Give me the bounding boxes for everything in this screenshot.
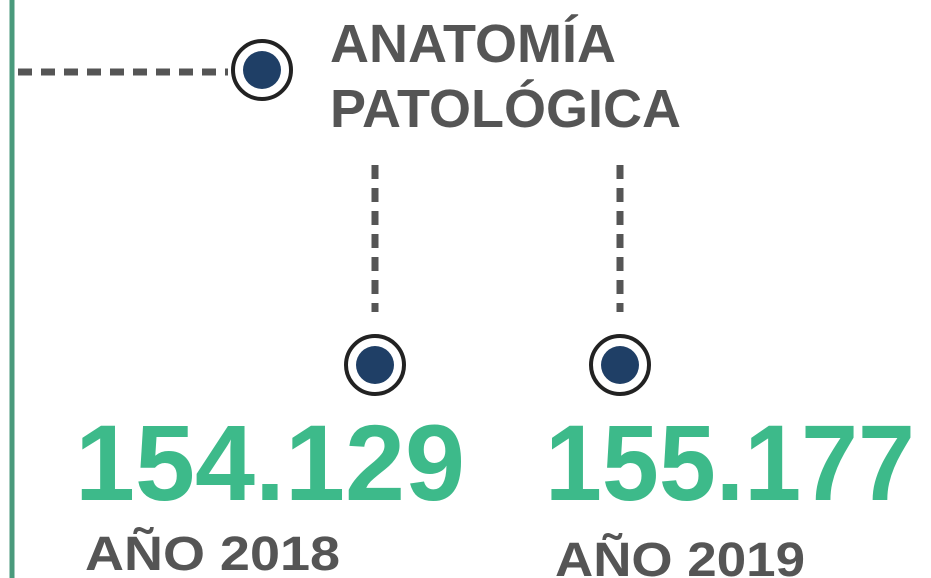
stat-label: AÑO 2018 bbox=[85, 526, 340, 578]
stat-value: 154.129 bbox=[75, 402, 465, 523]
stat-value: 155.177 bbox=[545, 402, 915, 523]
node bbox=[344, 334, 406, 396]
node bbox=[589, 334, 651, 396]
node bbox=[231, 39, 293, 101]
stat-label: AÑO 2019 bbox=[555, 532, 805, 578]
title-line: ANATOMÍA bbox=[330, 14, 616, 74]
title-line: PATOLÓGICA bbox=[330, 79, 681, 139]
